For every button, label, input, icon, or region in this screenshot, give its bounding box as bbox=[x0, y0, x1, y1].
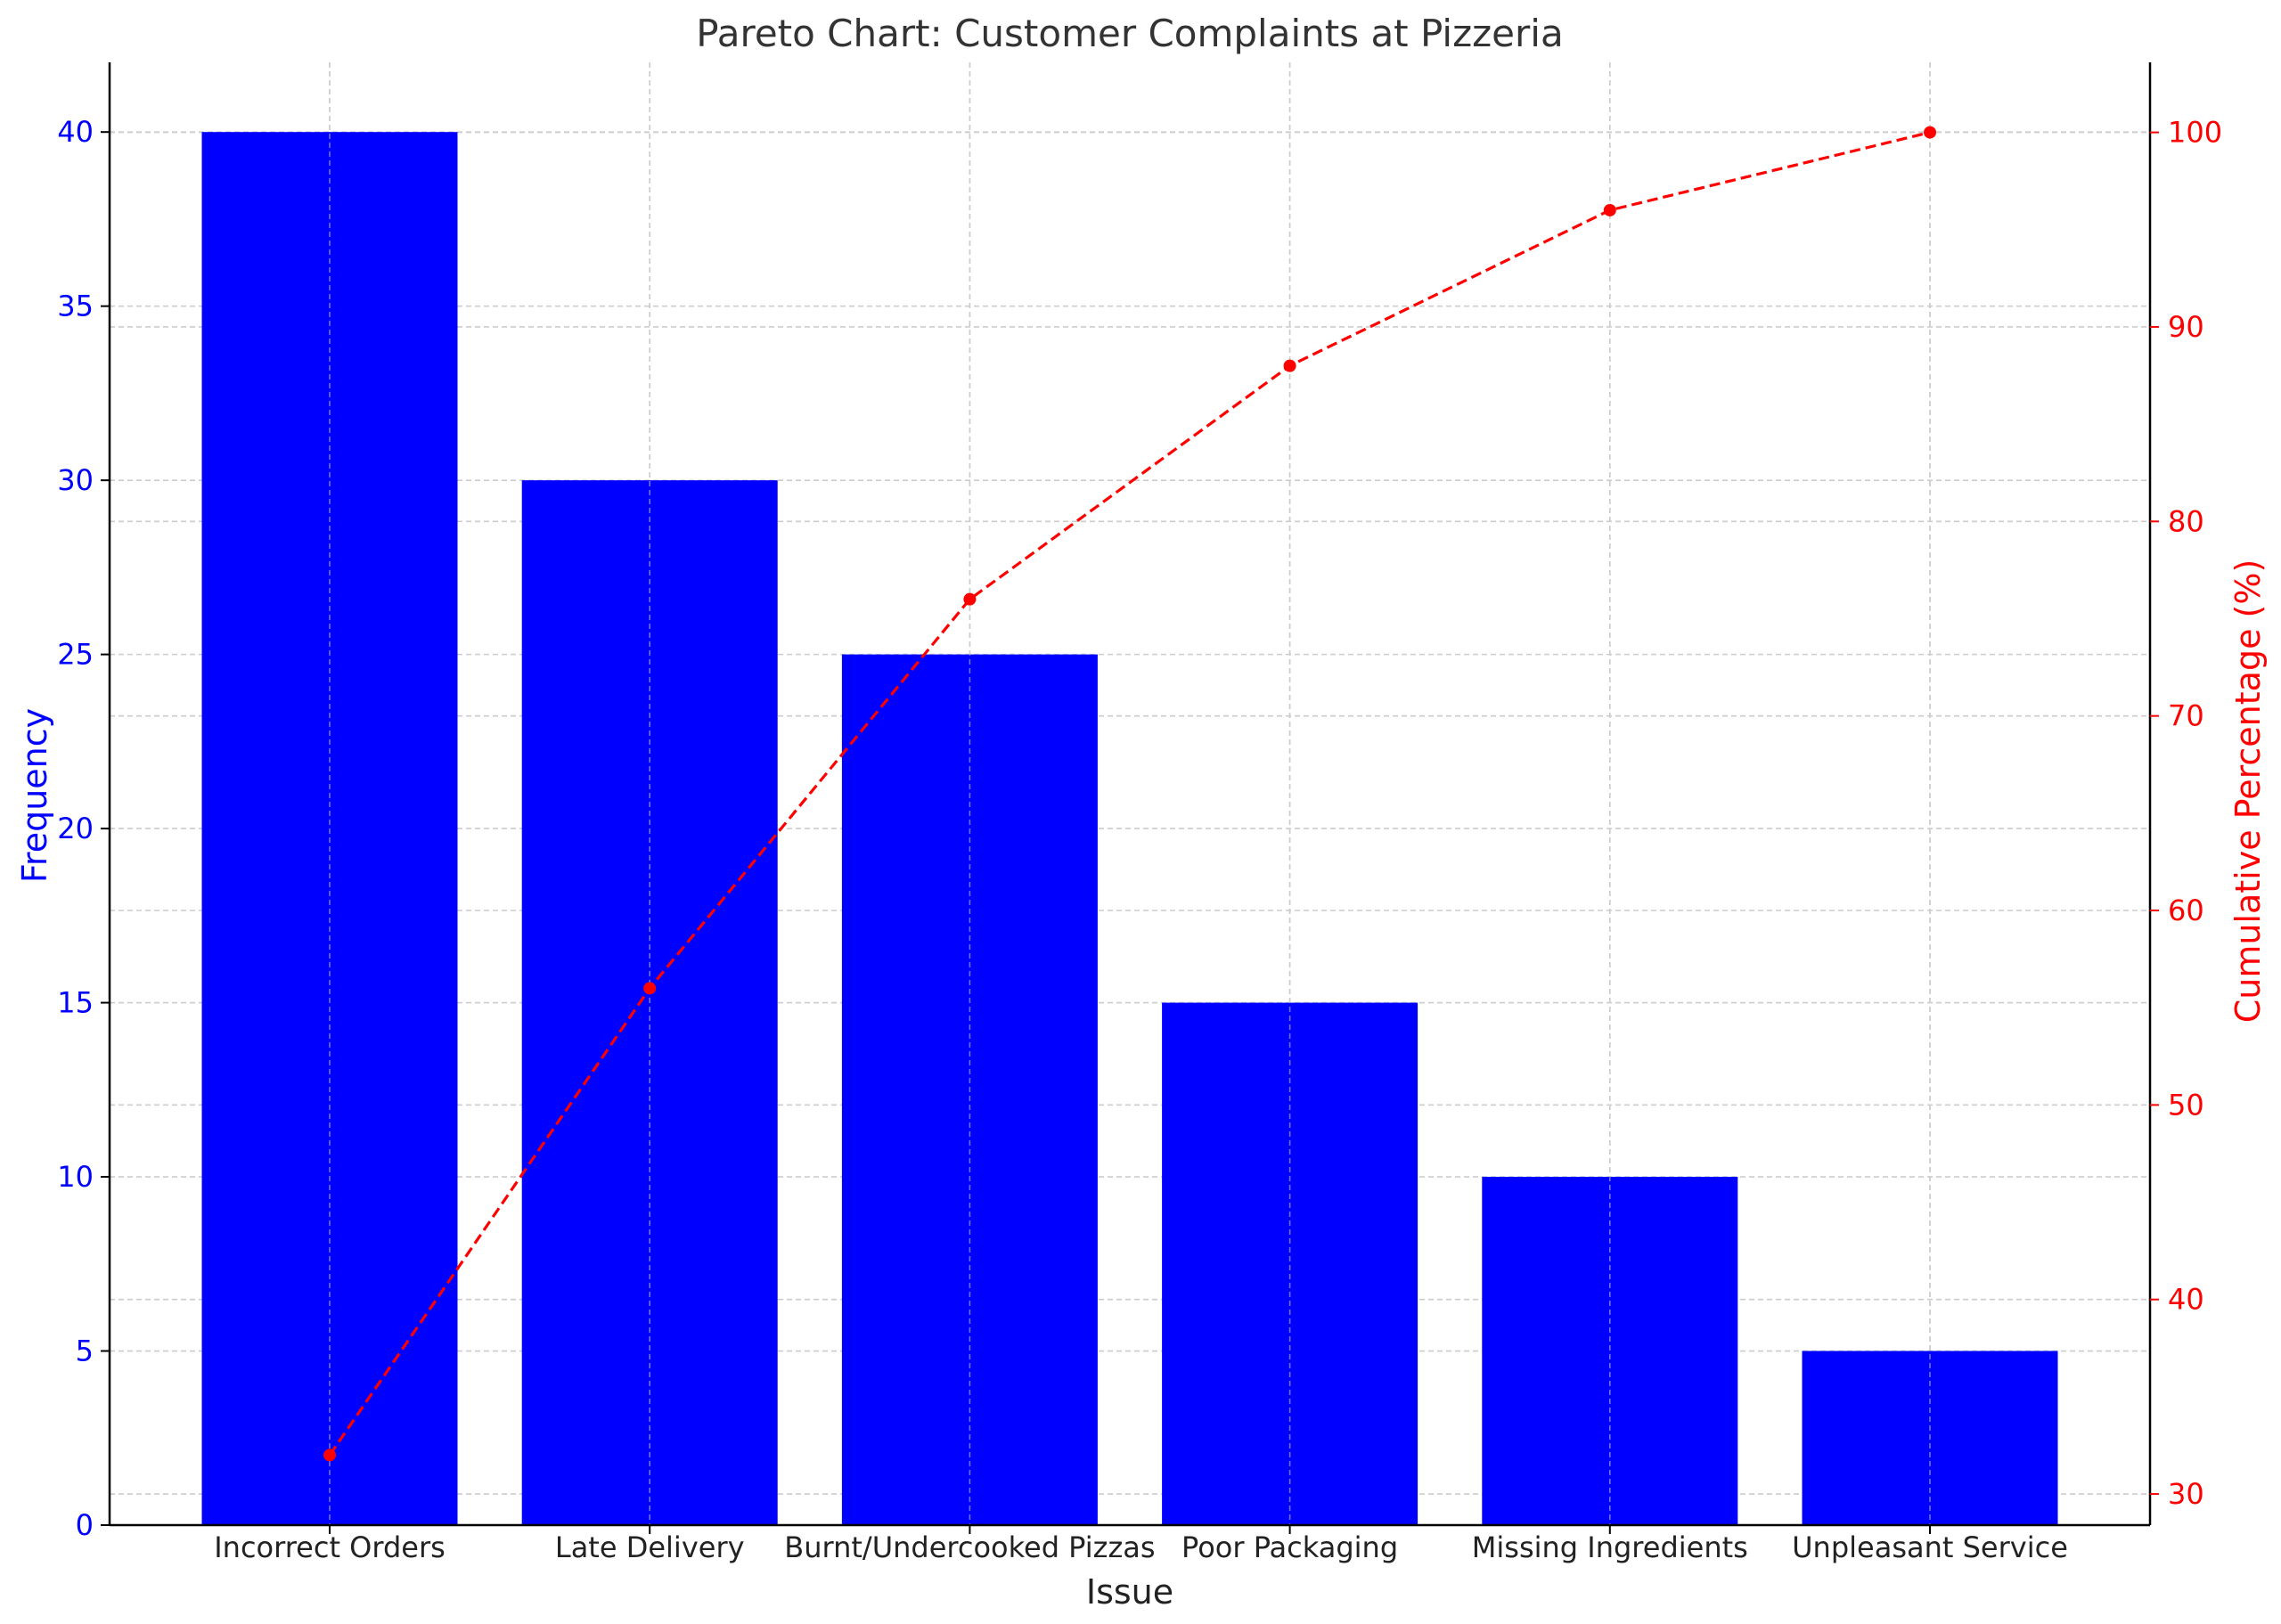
right-tick-label: 80 bbox=[2168, 504, 2204, 538]
left-tick-label: 20 bbox=[57, 812, 94, 845]
right-tick-label: 30 bbox=[2168, 1477, 2204, 1511]
left-tick-label: 10 bbox=[57, 1160, 94, 1194]
right-tick-label: 70 bbox=[2168, 699, 2204, 733]
y-axis-label: Frequency bbox=[15, 708, 54, 883]
cumulative-line-layer bbox=[323, 126, 1936, 1462]
chart-title: Pareto Chart: Customer Complaints at Piz… bbox=[696, 12, 1563, 55]
cumulative-point-4 bbox=[1283, 359, 1296, 372]
right-tick-label: 90 bbox=[2168, 310, 2204, 344]
right-tick-label: 40 bbox=[2168, 1283, 2204, 1317]
left-tick-label: 5 bbox=[76, 1334, 94, 1368]
bar-5 bbox=[1482, 1177, 1738, 1525]
left-tick-label: 25 bbox=[57, 638, 94, 672]
cumulative-point-1 bbox=[323, 1449, 336, 1462]
x-tick-label: Incorrect Orders bbox=[214, 1530, 446, 1564]
cumulative-line bbox=[328, 131, 1931, 1457]
left-tick-label: 0 bbox=[76, 1508, 94, 1542]
bars-layer bbox=[201, 62, 2058, 1526]
right-tick-label: 60 bbox=[2168, 894, 2204, 927]
left-tick-label: 30 bbox=[57, 463, 94, 497]
x-tick-label: Missing Ingredients bbox=[1472, 1530, 1748, 1564]
cumulative-point-2 bbox=[643, 982, 657, 995]
y2-axis-label: Cumulative Percentage (%) bbox=[2228, 559, 2268, 1024]
x-axis-label: Issue bbox=[1086, 1572, 1173, 1612]
cumulative-point-3 bbox=[963, 592, 977, 606]
left-tick-label: 15 bbox=[57, 986, 94, 1020]
x-tick-label: Unpleasant Service bbox=[1792, 1530, 2068, 1564]
right-tick-label: 50 bbox=[2168, 1088, 2204, 1122]
x-tick-label: Late Delivery bbox=[555, 1530, 745, 1564]
cumulative-point-5 bbox=[1603, 203, 1616, 216]
left-tick-label: 40 bbox=[57, 115, 94, 149]
ticks-layer: 0 5 10 15 20 25 30 35 40 30 40 50 60 70 80 90 100 Incorre… bbox=[57, 115, 2222, 1564]
x-tick-label: Burnt/Undercooked Pizzas bbox=[784, 1530, 1155, 1564]
right-tick-label: 100 bbox=[2168, 116, 2222, 150]
left-tick-label: 35 bbox=[57, 290, 94, 323]
x-tick-label: Poor Packaging bbox=[1181, 1530, 1398, 1564]
cumulative-point-6 bbox=[1924, 126, 1936, 139]
